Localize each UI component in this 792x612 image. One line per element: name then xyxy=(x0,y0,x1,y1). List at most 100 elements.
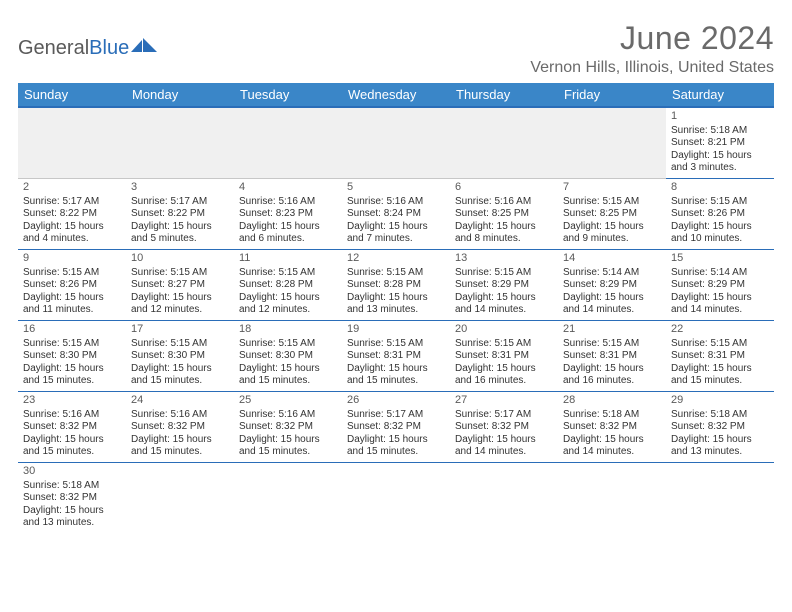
daylight-text: Daylight: 15 hours xyxy=(239,221,337,234)
daylight-text: and 15 minutes. xyxy=(347,446,445,459)
day-number: 8 xyxy=(671,181,769,195)
day-cell: 17Sunrise: 5:15 AMSunset: 8:30 PMDayligh… xyxy=(126,320,234,391)
day-cell: 4Sunrise: 5:16 AMSunset: 8:23 PMDaylight… xyxy=(234,178,342,249)
daylight-text: Daylight: 15 hours xyxy=(23,292,121,305)
day-number: 6 xyxy=(455,181,553,195)
daylight-text: and 8 minutes. xyxy=(455,233,553,246)
sunrise-text: Sunrise: 5:15 AM xyxy=(671,196,769,209)
day-number: 17 xyxy=(131,323,229,337)
sunrise-text: Sunrise: 5:15 AM xyxy=(455,267,553,280)
day-cell: 12Sunrise: 5:15 AMSunset: 8:28 PMDayligh… xyxy=(342,249,450,320)
title-block: June 2024 Vernon Hills, Illinois, United… xyxy=(530,20,774,77)
sunrise-text: Sunrise: 5:15 AM xyxy=(131,338,229,351)
sunrise-text: Sunrise: 5:15 AM xyxy=(347,338,445,351)
day-number: 1 xyxy=(671,110,769,124)
sunset-text: Sunset: 8:31 PM xyxy=(455,350,553,363)
day-number: 21 xyxy=(563,323,661,337)
empty-cell xyxy=(558,107,666,178)
month-title: June 2024 xyxy=(530,20,774,57)
daylight-text: Daylight: 15 hours xyxy=(23,505,121,518)
day-cell: 1Sunrise: 5:18 AMSunset: 8:21 PMDaylight… xyxy=(666,107,774,178)
sunset-text: Sunset: 8:26 PM xyxy=(23,279,121,292)
daylight-text: Daylight: 15 hours xyxy=(347,292,445,305)
daylight-text: and 15 minutes. xyxy=(239,375,337,388)
daylight-text: Daylight: 15 hours xyxy=(671,292,769,305)
weekday-header: Tuesday xyxy=(234,83,342,107)
daylight-text: and 15 minutes. xyxy=(23,375,121,388)
day-cell: 23Sunrise: 5:16 AMSunset: 8:32 PMDayligh… xyxy=(18,391,126,462)
sunrise-text: Sunrise: 5:14 AM xyxy=(563,267,661,280)
sunset-text: Sunset: 8:32 PM xyxy=(23,421,121,434)
day-cell: 26Sunrise: 5:17 AMSunset: 8:32 PMDayligh… xyxy=(342,391,450,462)
daylight-text: Daylight: 15 hours xyxy=(131,434,229,447)
empty-cell xyxy=(126,462,234,533)
daylight-text: and 14 minutes. xyxy=(455,304,553,317)
empty-cell xyxy=(18,107,126,178)
daylight-text: Daylight: 15 hours xyxy=(131,292,229,305)
daylight-text: and 14 minutes. xyxy=(563,304,661,317)
sunset-text: Sunset: 8:22 PM xyxy=(23,208,121,221)
day-number: 16 xyxy=(23,323,121,337)
sunset-text: Sunset: 8:31 PM xyxy=(563,350,661,363)
daylight-text: Daylight: 15 hours xyxy=(239,363,337,376)
sunrise-text: Sunrise: 5:15 AM xyxy=(563,196,661,209)
empty-cell xyxy=(342,107,450,178)
sunrise-text: Sunrise: 5:17 AM xyxy=(347,409,445,422)
calendar-row: 30Sunrise: 5:18 AMSunset: 8:32 PMDayligh… xyxy=(18,462,774,533)
sunset-text: Sunset: 8:29 PM xyxy=(671,279,769,292)
sunrise-text: Sunrise: 5:15 AM xyxy=(239,267,337,280)
daylight-text: and 15 minutes. xyxy=(671,375,769,388)
sunrise-text: Sunrise: 5:17 AM xyxy=(455,409,553,422)
calendar-row: 9Sunrise: 5:15 AMSunset: 8:26 PMDaylight… xyxy=(18,249,774,320)
daylight-text: Daylight: 15 hours xyxy=(563,434,661,447)
daylight-text: and 16 minutes. xyxy=(563,375,661,388)
weekday-header: Monday xyxy=(126,83,234,107)
daylight-text: and 4 minutes. xyxy=(23,233,121,246)
daylight-text: Daylight: 15 hours xyxy=(455,221,553,234)
sunrise-text: Sunrise: 5:16 AM xyxy=(239,196,337,209)
day-number: 19 xyxy=(347,323,445,337)
day-number: 4 xyxy=(239,181,337,195)
day-number: 26 xyxy=(347,394,445,408)
sunset-text: Sunset: 8:30 PM xyxy=(23,350,121,363)
day-cell: 11Sunrise: 5:15 AMSunset: 8:28 PMDayligh… xyxy=(234,249,342,320)
day-number: 20 xyxy=(455,323,553,337)
daylight-text: and 13 minutes. xyxy=(23,517,121,530)
daylight-text: Daylight: 15 hours xyxy=(347,221,445,234)
day-number: 30 xyxy=(23,465,121,479)
sunrise-text: Sunrise: 5:17 AM xyxy=(23,196,121,209)
sunset-text: Sunset: 8:32 PM xyxy=(563,421,661,434)
day-cell: 19Sunrise: 5:15 AMSunset: 8:31 PMDayligh… xyxy=(342,320,450,391)
sunset-text: Sunset: 8:23 PM xyxy=(239,208,337,221)
sunset-text: Sunset: 8:30 PM xyxy=(239,350,337,363)
day-number: 24 xyxy=(131,394,229,408)
day-cell: 6Sunrise: 5:16 AMSunset: 8:25 PMDaylight… xyxy=(450,178,558,249)
daylight-text: Daylight: 15 hours xyxy=(671,434,769,447)
daylight-text: and 7 minutes. xyxy=(347,233,445,246)
sunrise-text: Sunrise: 5:15 AM xyxy=(347,267,445,280)
sunset-text: Sunset: 8:32 PM xyxy=(671,421,769,434)
weekday-header: Friday xyxy=(558,83,666,107)
daylight-text: and 5 minutes. xyxy=(131,233,229,246)
daylight-text: and 16 minutes. xyxy=(455,375,553,388)
empty-cell xyxy=(234,107,342,178)
sunset-text: Sunset: 8:30 PM xyxy=(131,350,229,363)
day-cell: 10Sunrise: 5:15 AMSunset: 8:27 PMDayligh… xyxy=(126,249,234,320)
daylight-text: and 15 minutes. xyxy=(347,375,445,388)
calendar-row: 16Sunrise: 5:15 AMSunset: 8:30 PMDayligh… xyxy=(18,320,774,391)
sunrise-text: Sunrise: 5:16 AM xyxy=(23,409,121,422)
daylight-text: Daylight: 15 hours xyxy=(671,150,769,163)
sunset-text: Sunset: 8:32 PM xyxy=(131,421,229,434)
sunset-text: Sunset: 8:28 PM xyxy=(239,279,337,292)
daylight-text: and 14 minutes. xyxy=(455,446,553,459)
day-number: 15 xyxy=(671,252,769,266)
calendar-table: Sunday Monday Tuesday Wednesday Thursday… xyxy=(18,83,774,533)
daylight-text: Daylight: 15 hours xyxy=(23,434,121,447)
daylight-text: and 9 minutes. xyxy=(563,233,661,246)
day-cell: 8Sunrise: 5:15 AMSunset: 8:26 PMDaylight… xyxy=(666,178,774,249)
weekday-header: Sunday xyxy=(18,83,126,107)
daylight-text: Daylight: 15 hours xyxy=(23,363,121,376)
sunset-text: Sunset: 8:21 PM xyxy=(671,137,769,150)
day-cell: 2Sunrise: 5:17 AMSunset: 8:22 PMDaylight… xyxy=(18,178,126,249)
day-number: 14 xyxy=(563,252,661,266)
